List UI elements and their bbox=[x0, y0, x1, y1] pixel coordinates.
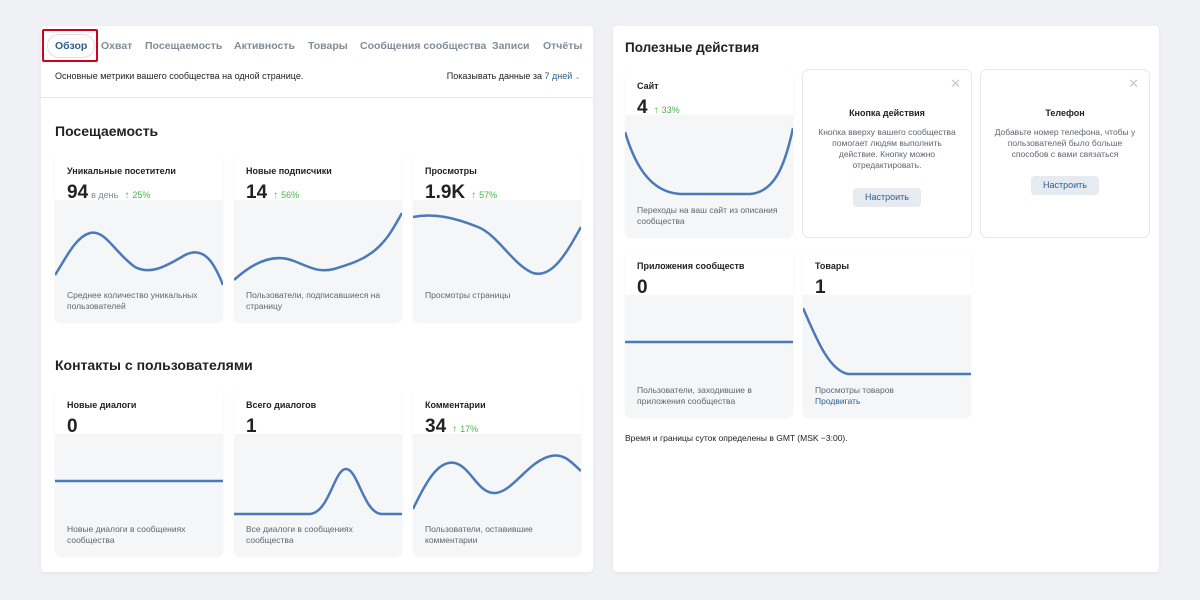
tab-attendance[interactable]: Посещаемость bbox=[145, 40, 223, 52]
arrow-up-icon: ↑ bbox=[124, 190, 130, 201]
card-title: Уникальные посетители bbox=[67, 166, 176, 176]
tab-reports[interactable]: Отчёты bbox=[543, 40, 583, 52]
card-value: 14 ↑ 56% bbox=[246, 182, 300, 203]
sparkline-goods bbox=[803, 307, 971, 376]
delta-badge: ↑ 56% bbox=[273, 190, 300, 201]
card-description: Пользователи, оставившие комментарии bbox=[425, 524, 533, 545]
overview-subtitle: Основные метрики вашего сообщества на од… bbox=[55, 71, 304, 81]
sparkline-new-dialogs bbox=[55, 479, 223, 483]
delta-badge: ↑ 25% bbox=[124, 190, 151, 201]
chevron-down-icon[interactable]: ⌄ bbox=[574, 72, 581, 81]
period-selector[interactable]: Показывать данные за 7 дней ⌄ bbox=[447, 71, 581, 81]
card-title: Просмотры bbox=[425, 166, 477, 176]
overview-panel: Обзор Охват Посещаемость Активность Това… bbox=[41, 26, 593, 572]
sparkline-comments bbox=[413, 454, 581, 510]
card-title: Приложения сообществ bbox=[637, 261, 745, 271]
sparkline-new-subscribers bbox=[234, 212, 402, 281]
stats-tabs: Обзор Охват Посещаемость Активность Това… bbox=[41, 26, 593, 66]
card-comments[interactable]: Комментарии 34 ↑ 17% Пользователи, оставив… bbox=[413, 389, 581, 556]
card-value: 34 ↑ 17% bbox=[425, 416, 479, 437]
period-prefix: Показывать данные за bbox=[446, 71, 543, 81]
section-title-contacts: Контакты с пользователями bbox=[55, 357, 253, 373]
card-all-dialogs[interactable]: Всего диалогов 1 Все диалоги в сообщения… bbox=[234, 389, 402, 556]
sparkline-unique-visitors bbox=[55, 231, 223, 286]
card-new-subscribers[interactable]: Новые подписчики 14 ↑ 56% Пользователи, по… bbox=[234, 155, 402, 322]
useful-actions-title: Полезные действия bbox=[625, 40, 760, 55]
card-title: Комментарии bbox=[425, 400, 486, 410]
card-description: Все диалоги в сообщениях сообщества bbox=[246, 524, 353, 545]
close-icon[interactable]: ✕ bbox=[950, 76, 961, 91]
action-card-title: Кнопка действия bbox=[849, 108, 925, 118]
tab-reach[interactable]: Охват bbox=[101, 40, 133, 52]
card-title: Новые диалоги bbox=[67, 400, 137, 410]
card-description: Новые диалоги в сообщениях сообщества bbox=[67, 524, 186, 545]
card-description: Среднее количество уникальных пользовате… bbox=[67, 290, 198, 311]
card-page-views[interactable]: Просмотры 1.9K ↑ 57% Просмотры страницы bbox=[413, 155, 581, 322]
arrow-up-icon: ↑ bbox=[273, 190, 279, 201]
sparkline-page-views bbox=[413, 214, 581, 276]
close-icon[interactable]: ✕ bbox=[1128, 76, 1139, 91]
phone-card-title: Телефон bbox=[1045, 108, 1085, 118]
card-site[interactable]: Сайт 4 ↑ 33% Переходы на ваш сайт из описа… bbox=[625, 70, 793, 237]
card-action-button: ✕ Кнопка действия Кнопка вверху вашего с… bbox=[803, 70, 971, 237]
delta-badge: ↑ 57% bbox=[471, 190, 498, 201]
tab-activity[interactable]: Активность bbox=[234, 40, 295, 52]
useful-actions-panel: Полезные действия Сайт 4 ↑ 33% Переходы на… bbox=[613, 26, 1159, 572]
card-unique-visitors[interactable]: Уникальные посетители 94 в день ↑ 25% Средн… bbox=[55, 155, 223, 322]
configure-action-button[interactable]: Настроить bbox=[853, 188, 921, 207]
card-value: 4 ↑ 33% bbox=[637, 97, 680, 118]
delta-badge: ↑ 17% bbox=[452, 424, 479, 435]
sparkline-site bbox=[625, 127, 793, 196]
tab-community-messages[interactable]: Сообщения сообщества bbox=[360, 40, 487, 52]
section-title-attendance: Посещаемость bbox=[55, 123, 159, 139]
card-phone: ✕ Телефон Добавьте номер телефона, чтобы… bbox=[981, 70, 1149, 237]
card-description: Просмотры товаров Продвигать bbox=[815, 385, 965, 407]
sparkline-all-dialogs bbox=[234, 467, 402, 516]
arrow-up-icon: ↑ bbox=[471, 190, 477, 201]
sparkline-community-apps bbox=[625, 340, 793, 344]
card-title: Товары bbox=[815, 261, 850, 271]
period-value[interactable]: 7 дней bbox=[544, 71, 573, 81]
card-description: Пользователи, подписавшиеся на страницу bbox=[246, 290, 381, 311]
timezone-footnote: Время и границы суток определены в GMT (… bbox=[625, 433, 848, 443]
card-value: 1 bbox=[246, 416, 257, 437]
card-description: Просмотры страницы bbox=[425, 290, 511, 300]
card-description: Пользователи, заходившие в приложения со… bbox=[637, 385, 752, 406]
card-new-dialogs[interactable]: Новые диалоги 0 Новые диалоги в сообщени… bbox=[55, 389, 223, 556]
delta-badge: ↑ 33% bbox=[653, 105, 680, 116]
card-value: 94 в день ↑ 25% bbox=[67, 182, 151, 203]
card-description: Переходы на ваш сайт из описания сообщес… bbox=[637, 205, 778, 226]
action-card-text: Кнопка вверху вашего сообщества помогает… bbox=[818, 127, 956, 170]
configure-phone-button[interactable]: Настроить bbox=[1031, 176, 1099, 195]
tab-goods[interactable]: Товары bbox=[308, 40, 348, 52]
tab-overview[interactable]: Обзор bbox=[47, 34, 96, 58]
promote-link[interactable]: Продвигать bbox=[815, 396, 861, 406]
card-title: Всего диалогов bbox=[246, 400, 317, 410]
phone-card-text: Добавьте номер телефона, чтобы у пользов… bbox=[994, 127, 1136, 159]
card-title: Сайт bbox=[637, 81, 659, 91]
card-goods[interactable]: Товары 1 Просмотры товаров Продвигать bbox=[803, 250, 971, 417]
overview-subbar: Основные метрики вашего сообщества на од… bbox=[41, 66, 593, 98]
card-title: Новые подписчики bbox=[246, 166, 332, 176]
card-value: 0 bbox=[67, 416, 78, 437]
card-value: 1.9K ↑ 57% bbox=[425, 182, 498, 203]
arrow-up-icon: ↑ bbox=[653, 105, 659, 116]
card-value: 0 bbox=[637, 277, 648, 298]
card-community-apps[interactable]: Приложения сообществ 0 Пользователи, зах… bbox=[625, 250, 793, 417]
tab-posts[interactable]: Записи bbox=[492, 40, 530, 52]
arrow-up-icon: ↑ bbox=[452, 424, 458, 435]
card-value: 1 bbox=[815, 277, 826, 298]
card-description-text: Просмотры товаров bbox=[815, 385, 894, 395]
